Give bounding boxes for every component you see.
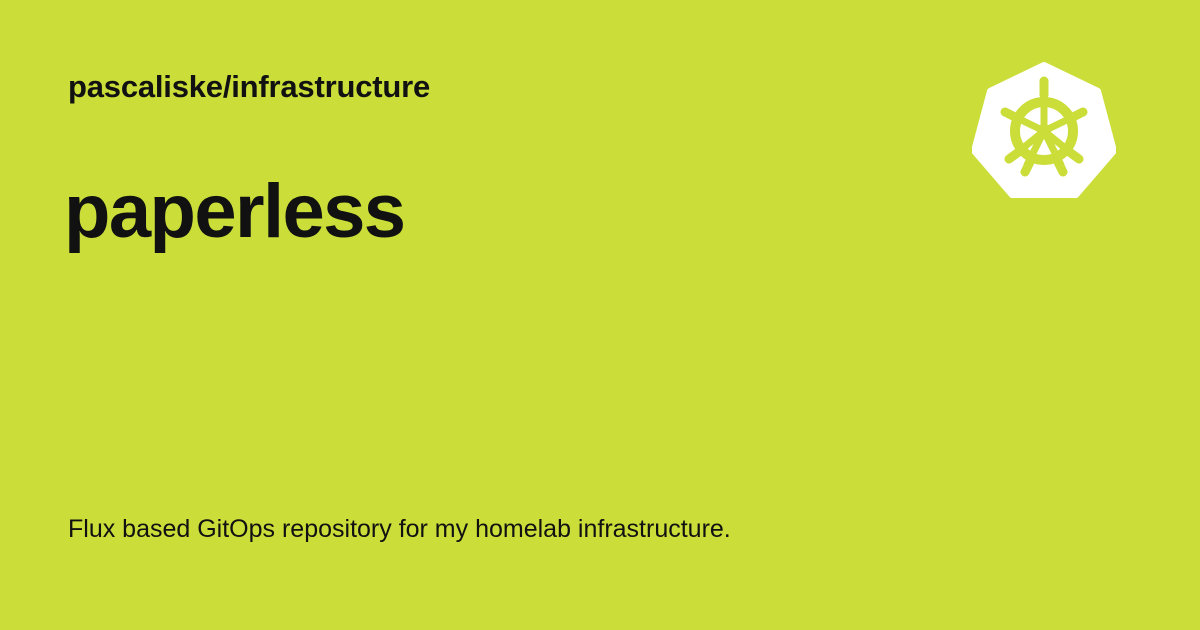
repository-description: Flux based GitOps repository for my home… [68, 515, 731, 543]
project-title: paperless [64, 169, 406, 254]
kubernetes-helm-icon [972, 62, 1116, 198]
repository-path: pascaliske/infrastructure [68, 69, 431, 104]
